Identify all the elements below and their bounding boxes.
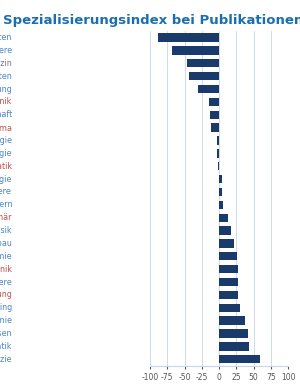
Bar bbox=[219, 239, 234, 248]
Bar bbox=[219, 226, 231, 235]
Bar bbox=[219, 355, 260, 363]
Text: Medizintechnik: Medizintechnik bbox=[0, 97, 12, 106]
Bar bbox=[217, 136, 219, 145]
Bar bbox=[172, 46, 219, 54]
Text: Medizin: Medizin bbox=[0, 59, 12, 68]
Text: Maschinenbau: Maschinenbau bbox=[0, 239, 12, 248]
Text: Spezifisches Engineering: Spezifisches Engineering bbox=[0, 303, 12, 312]
Bar bbox=[219, 291, 238, 299]
Bar bbox=[210, 110, 219, 119]
Text: Organische Chemie: Organische Chemie bbox=[0, 316, 12, 325]
Bar bbox=[219, 175, 223, 183]
Bar bbox=[219, 329, 248, 338]
Bar bbox=[219, 342, 249, 350]
Text: Geowissenschaften: Geowissenschaften bbox=[0, 72, 12, 81]
Text: Physik: Physik bbox=[0, 226, 12, 235]
Text: Grundlegende Chemie: Grundlegende Chemie bbox=[0, 252, 12, 261]
Bar bbox=[218, 162, 219, 170]
Bar bbox=[158, 33, 219, 42]
Bar bbox=[209, 98, 219, 106]
Text: Ernährung: Ernährung bbox=[0, 84, 12, 93]
Bar bbox=[219, 252, 237, 261]
Bar bbox=[189, 72, 219, 81]
Bar bbox=[219, 188, 223, 196]
Text: Andere: Andere bbox=[0, 187, 12, 196]
Text: Biotechnologie: Biotechnologie bbox=[0, 136, 12, 145]
Text: Elektrotechnik: Elektrotechnik bbox=[0, 265, 12, 273]
Text: Ökologie, Klima: Ökologie, Klima bbox=[0, 123, 12, 133]
Bar bbox=[217, 149, 219, 158]
Bar bbox=[219, 214, 228, 222]
Bar bbox=[198, 85, 219, 93]
Bar bbox=[219, 265, 238, 273]
Text: Informatik: Informatik bbox=[0, 342, 12, 351]
Bar bbox=[211, 123, 219, 132]
Text: Spezialisierungsindex bei Publikationen: Spezialisierungsindex bei Publikationen bbox=[3, 14, 300, 26]
Text: Sozialwissenschaften, Andere: Sozialwissenschaften, Andere bbox=[0, 46, 12, 55]
Text: Materialforschung: Materialforschung bbox=[0, 291, 12, 300]
Text: Pharmazie: Pharmazie bbox=[0, 355, 12, 364]
Text: Chemieingenieurwesen: Chemieingenieurwesen bbox=[0, 329, 12, 338]
Text: Biologie: Biologie bbox=[0, 175, 12, 184]
Bar bbox=[219, 303, 240, 312]
Bar bbox=[187, 59, 219, 67]
Text: Polymere: Polymere bbox=[0, 277, 12, 287]
Text: Geisteswissenschaften: Geisteswissenschaften bbox=[0, 33, 12, 42]
Bar bbox=[219, 316, 245, 325]
Text: Mathematik: Mathematik bbox=[0, 162, 12, 171]
Text: Sozialwissenschaften, Wirtschaft: Sozialwissenschaften, Wirtschaft bbox=[0, 110, 12, 119]
Text: Multidisziplinär: Multidisziplinär bbox=[0, 213, 12, 222]
Bar bbox=[219, 278, 238, 286]
Text: Nukleartechnologie: Nukleartechnologie bbox=[0, 149, 12, 158]
Text: Messen, Steuern: Messen, Steuern bbox=[0, 200, 12, 209]
Bar bbox=[219, 201, 223, 209]
